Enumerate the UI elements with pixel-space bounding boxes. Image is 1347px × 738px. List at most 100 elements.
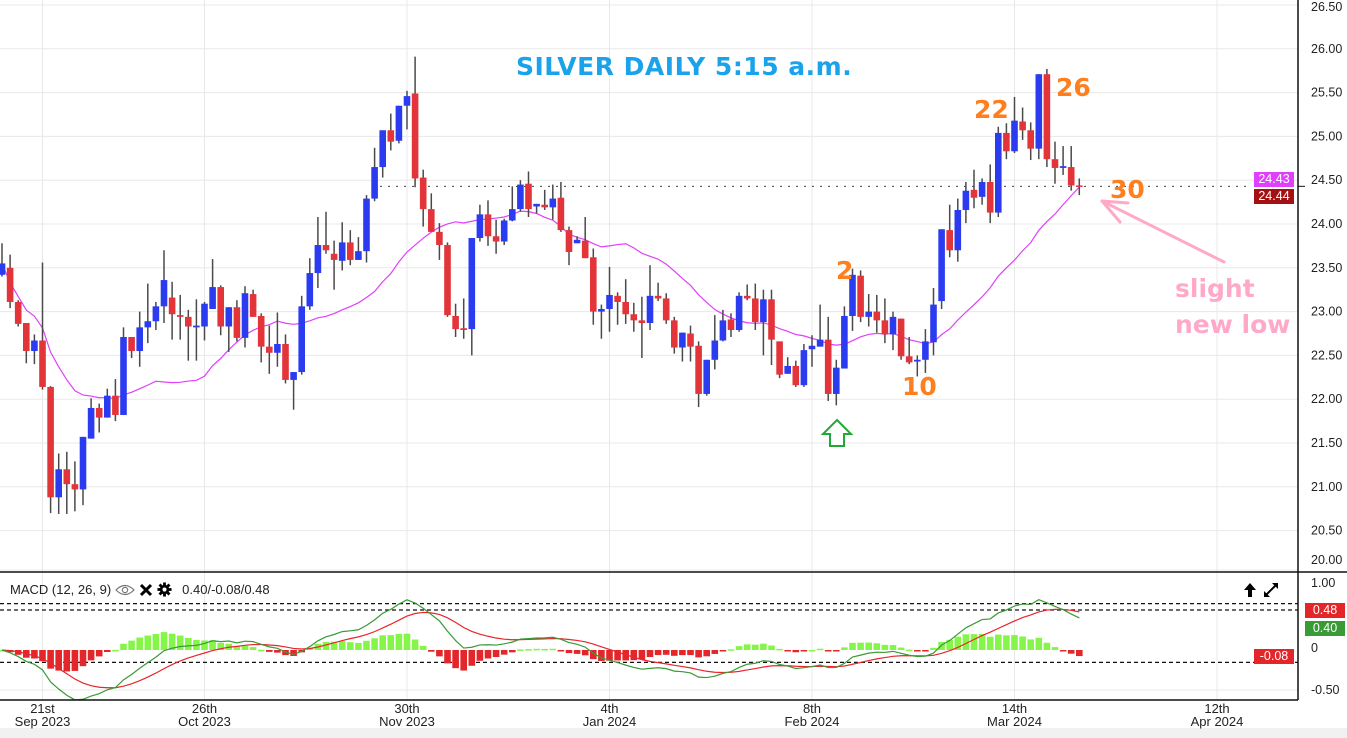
macd-line (1, 599, 1080, 701)
candle-down (484, 200, 492, 246)
candle-down (695, 341, 702, 408)
candle-body (104, 395, 111, 418)
candle-body (176, 315, 184, 317)
candle-down (39, 262, 46, 390)
candle-down (436, 223, 443, 260)
histogram-bar (201, 640, 208, 650)
candle-down (776, 341, 783, 379)
histogram-bar (468, 650, 476, 666)
candle-body (841, 315, 848, 369)
candle-body (160, 280, 168, 307)
chart-title: SILVER DAILY 5:15 a.m. (516, 52, 853, 81)
candle-up (241, 286, 249, 348)
histogram-bar (71, 650, 79, 671)
candle-body (63, 469, 71, 485)
eye-icon[interactable] (115, 584, 136, 596)
candle-body (185, 316, 192, 327)
histogram-bar (63, 650, 71, 672)
candle-down (727, 313, 735, 338)
candle-body (573, 239, 581, 244)
candle-body (525, 183, 532, 210)
histogram-bar (743, 644, 751, 650)
macd-tick-label: 0 (1311, 641, 1318, 655)
histogram-bar (120, 643, 127, 650)
expand-icon[interactable] (1263, 582, 1279, 598)
histogram-bar (565, 650, 573, 654)
candle-down (687, 325, 694, 362)
histogram-bar (1003, 635, 1010, 650)
y-tick-label: 21.00 (1311, 480, 1342, 494)
histogram-bar (671, 650, 678, 656)
histogram-bar (962, 634, 970, 650)
candle-up (468, 238, 476, 356)
candle-down (897, 318, 905, 360)
candle-body (379, 130, 386, 168)
candle-body (209, 287, 216, 309)
histogram-bar (752, 644, 759, 650)
candle-body (654, 295, 662, 299)
count-label-30: 30 (1110, 175, 1145, 204)
close-icon[interactable] (139, 583, 153, 597)
x-tick-month: Mar 2024 (987, 714, 1042, 729)
gear-icon[interactable] (157, 582, 172, 597)
histogram-bar (800, 650, 808, 652)
candle-up (841, 306, 848, 369)
candle-down (411, 56, 419, 188)
candle-body (622, 301, 629, 315)
candle-body (338, 242, 346, 261)
arrow-up-icon[interactable] (1243, 582, 1257, 598)
candle-body (905, 356, 913, 363)
histogram-bar (816, 648, 824, 651)
candle-body (201, 303, 208, 327)
candle-body (314, 245, 322, 274)
histogram-bar (249, 647, 257, 650)
histogram-bar (1019, 636, 1026, 650)
candle-down (460, 298, 467, 339)
histogram-bar (104, 650, 111, 652)
histogram-bar (509, 650, 516, 653)
up-arrow-icon (820, 418, 854, 447)
candle-body (671, 320, 678, 348)
last-price-tag: 24.44 (1254, 189, 1294, 204)
candle-down (541, 189, 548, 210)
candle-body (1035, 74, 1043, 149)
candle-up (784, 357, 791, 374)
candle-body (735, 295, 743, 330)
x-tick-day: 4th (600, 701, 618, 716)
candle-down (792, 360, 800, 387)
candle-up (679, 332, 686, 362)
histogram-bar (176, 635, 184, 650)
candle-down (282, 334, 289, 384)
histogram-bar (557, 650, 565, 652)
candle-up (79, 436, 87, 506)
histogram-bar (136, 637, 143, 650)
macd-tag: 0.40 (1305, 621, 1345, 636)
candle-down (590, 248, 597, 325)
histogram-bar (209, 640, 216, 650)
candle-up (954, 198, 962, 262)
histogram-bar (14, 650, 22, 655)
candle-up (808, 335, 816, 367)
candle-up (711, 315, 719, 370)
candle-down (1067, 146, 1075, 191)
candle-body (970, 189, 978, 198)
candle-up (1035, 74, 1043, 160)
candle-body (0, 263, 6, 275)
candle-down (330, 240, 338, 290)
note-line-2: new low (1175, 310, 1291, 339)
histogram-bar (403, 633, 411, 650)
histogram-bar (541, 648, 548, 651)
histogram-bar (533, 648, 540, 651)
histogram-bar (387, 635, 395, 650)
histogram-bar (419, 645, 427, 650)
candle-body (824, 339, 832, 394)
candle-up (930, 287, 937, 356)
x-tick-month: Oct 2023 (178, 714, 231, 729)
histogram-bar (355, 642, 362, 650)
histogram-bar (160, 632, 168, 650)
histogram-bar (986, 636, 994, 650)
candle-up (160, 250, 168, 323)
candle-up (306, 258, 314, 310)
candle-up (87, 398, 95, 439)
